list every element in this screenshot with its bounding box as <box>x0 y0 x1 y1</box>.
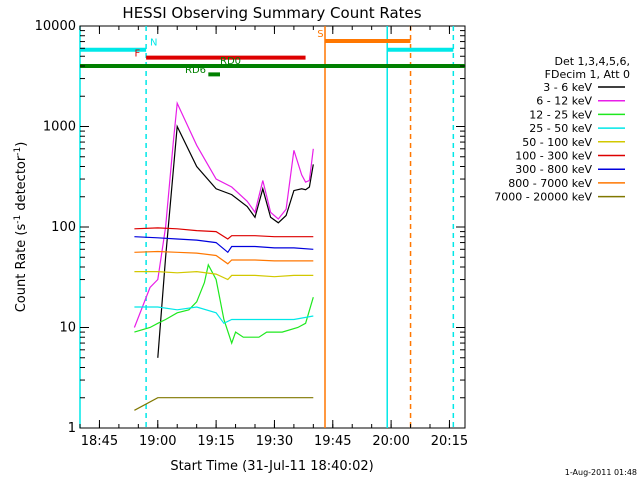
flag-label-n: N <box>150 37 157 48</box>
series-line-6-12-kev <box>133 101 314 328</box>
y-label-main: Count Rate (s <box>14 224 29 313</box>
flag-bars <box>80 38 465 77</box>
x-tick-label: 19:15 <box>197 434 234 449</box>
y-tick-label: 1 <box>68 421 76 436</box>
legend-header-line1: Det 1,3,4,5,6, <box>554 55 630 68</box>
x-tick-label: 20:15 <box>431 434 468 449</box>
series-line-7000-20000-kev <box>134 397 314 411</box>
vertical-lines <box>79 26 455 428</box>
series-group <box>133 101 314 411</box>
y-tick-label: 10 <box>59 321 76 336</box>
x-tick-label: 19:30 <box>256 434 293 449</box>
legend-entry-6-12-kev: 6 - 12 keV <box>536 95 592 108</box>
y-tick-label: 10000 <box>35 19 76 34</box>
series-line-300-800-kev <box>134 236 314 254</box>
axis-ticks: 18:45 19:00 19:15 19:30 19:45 20:00 20:15 1 10 10… <box>35 19 469 449</box>
y-label-end: ) <box>14 142 29 147</box>
legend-entry-100-300-kev: 100 - 300 keV <box>515 150 592 163</box>
legend-entry-25-50-kev: 25 - 50 keV <box>529 122 592 135</box>
x-axis-label: Start Time (31-Jul-11 18:40:02) <box>170 459 373 474</box>
y-tick-label: 100 <box>51 220 76 235</box>
series-line-12-25-kev <box>134 263 314 345</box>
series-line-50-100-kev <box>134 270 314 281</box>
y-label-exp2: -1 <box>13 147 23 156</box>
x-tick-label: 19:00 <box>139 434 176 449</box>
y-label-exp1: -1 <box>13 215 23 224</box>
series-line-100-300-kev <box>134 227 314 240</box>
flag-labels: NF S RD0 RD6 <box>134 29 323 76</box>
legend-entry-800-7000-kev: 800 - 7000 keV <box>508 177 592 190</box>
series-line-800-7000-kev <box>134 250 314 265</box>
x-tick-label: 18:45 <box>81 434 118 449</box>
legend-entry-300-800-kev: 300 - 800 keV <box>515 163 592 176</box>
flag-label-rd6: RD6 <box>185 65 206 76</box>
flag-label-s: S <box>317 29 323 40</box>
x-tick-label: 20:00 <box>372 434 409 449</box>
x-tick-label: 19:45 <box>314 434 351 449</box>
legend-entry-7000-20000-kev: 7000 - 20000 keV <box>494 191 592 204</box>
legend-entry-50-100-kev: 50 - 100 keV <box>522 136 592 149</box>
legend-entry-12-25-kev: 12 - 25 keV <box>529 108 592 121</box>
chart-title: HESSI Observing Summary Count Rates <box>122 4 421 22</box>
y-label-mid: detector <box>14 155 29 215</box>
legend-header-line2: FDecim 1, Att 0 <box>545 68 630 81</box>
flag-label-f: F <box>134 48 140 59</box>
y-tick-label: 1000 <box>43 120 76 135</box>
flag-label-rd0: RD0 <box>220 56 241 67</box>
legend: Det 1,3,4,5,6, FDecim 1, Att 0 3 - 6 keV… <box>494 55 630 204</box>
y-axis-label: Count Rate (s-1 detector-1) <box>13 142 29 313</box>
footer-timestamp: 1-Aug-2011 01:48 <box>565 468 637 477</box>
plot-frame <box>79 25 466 429</box>
series-line-3-6-kev <box>157 124 314 358</box>
series-line-25-50-kev <box>134 306 314 325</box>
legend-entry-3-6-kev: 3 - 6 keV <box>543 81 592 94</box>
